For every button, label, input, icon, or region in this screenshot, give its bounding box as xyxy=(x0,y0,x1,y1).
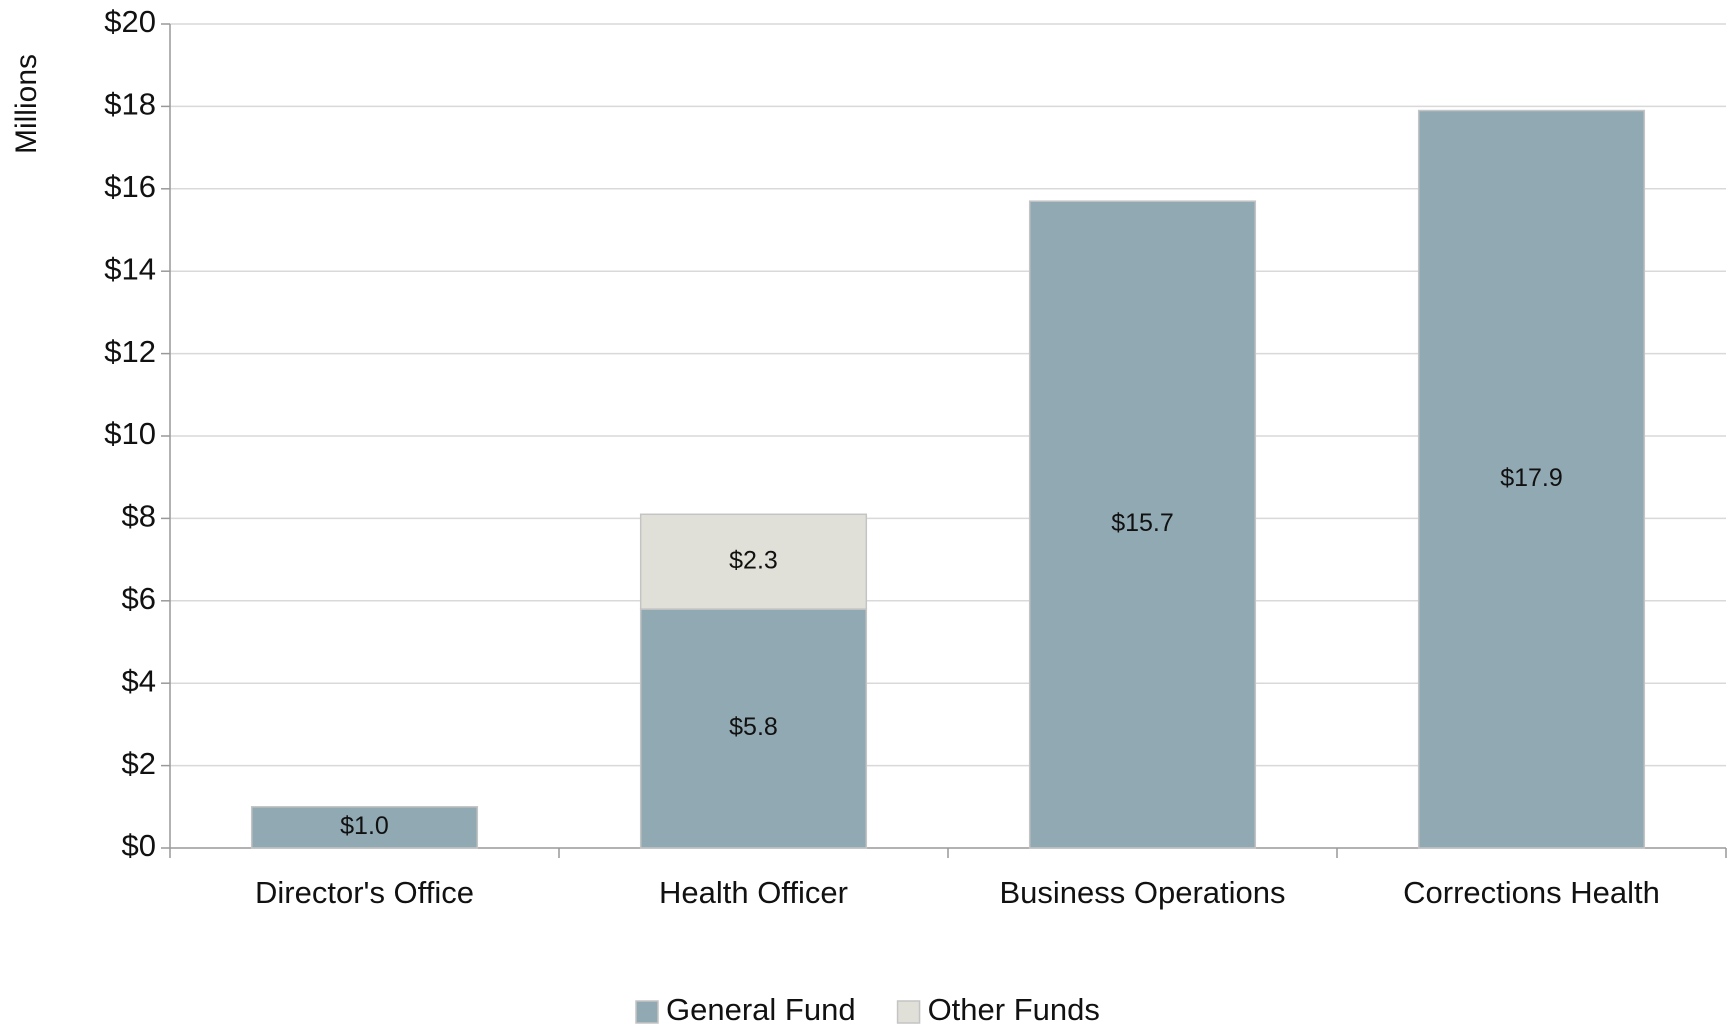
data-label: $2.3 xyxy=(729,546,778,574)
data-label: $5.8 xyxy=(729,713,778,741)
y-tick-label: $4 xyxy=(122,663,156,698)
legend-swatch xyxy=(896,1000,921,1024)
y-tick-label: $14 xyxy=(104,251,156,286)
bar-segment xyxy=(1028,200,1257,849)
legend-label: General Fund xyxy=(666,992,856,1027)
legend-label: Other Funds xyxy=(928,992,1100,1027)
y-tick-label: $6 xyxy=(122,581,156,616)
legend-swatch xyxy=(635,1000,659,1024)
bar-segment xyxy=(1417,109,1646,849)
x-tick-label: Health Officer xyxy=(659,875,848,910)
bar-segment xyxy=(250,806,479,849)
y-tick-label: $20 xyxy=(104,4,156,39)
y-tick-label: $16 xyxy=(104,169,156,204)
bar-segment xyxy=(639,513,868,610)
data-label: $1.0 xyxy=(340,812,389,840)
y-axis-label: Millions xyxy=(10,54,43,154)
y-tick-label: $8 xyxy=(122,499,156,534)
data-label: $17.9 xyxy=(1500,464,1563,492)
bar-segment xyxy=(639,608,868,849)
data-label: $15.7 xyxy=(1111,509,1174,537)
x-tick-label: Business Operations xyxy=(999,875,1285,910)
y-tick-label: $18 xyxy=(104,87,156,122)
y-tick-label: $0 xyxy=(122,828,156,863)
x-tick-label: Director's Office xyxy=(255,875,474,910)
y-tick-label: $12 xyxy=(104,334,156,369)
y-tick-label: $10 xyxy=(104,416,156,451)
y-tick-label: $2 xyxy=(122,746,156,781)
x-tick-label: Corrections Health xyxy=(1403,875,1660,910)
